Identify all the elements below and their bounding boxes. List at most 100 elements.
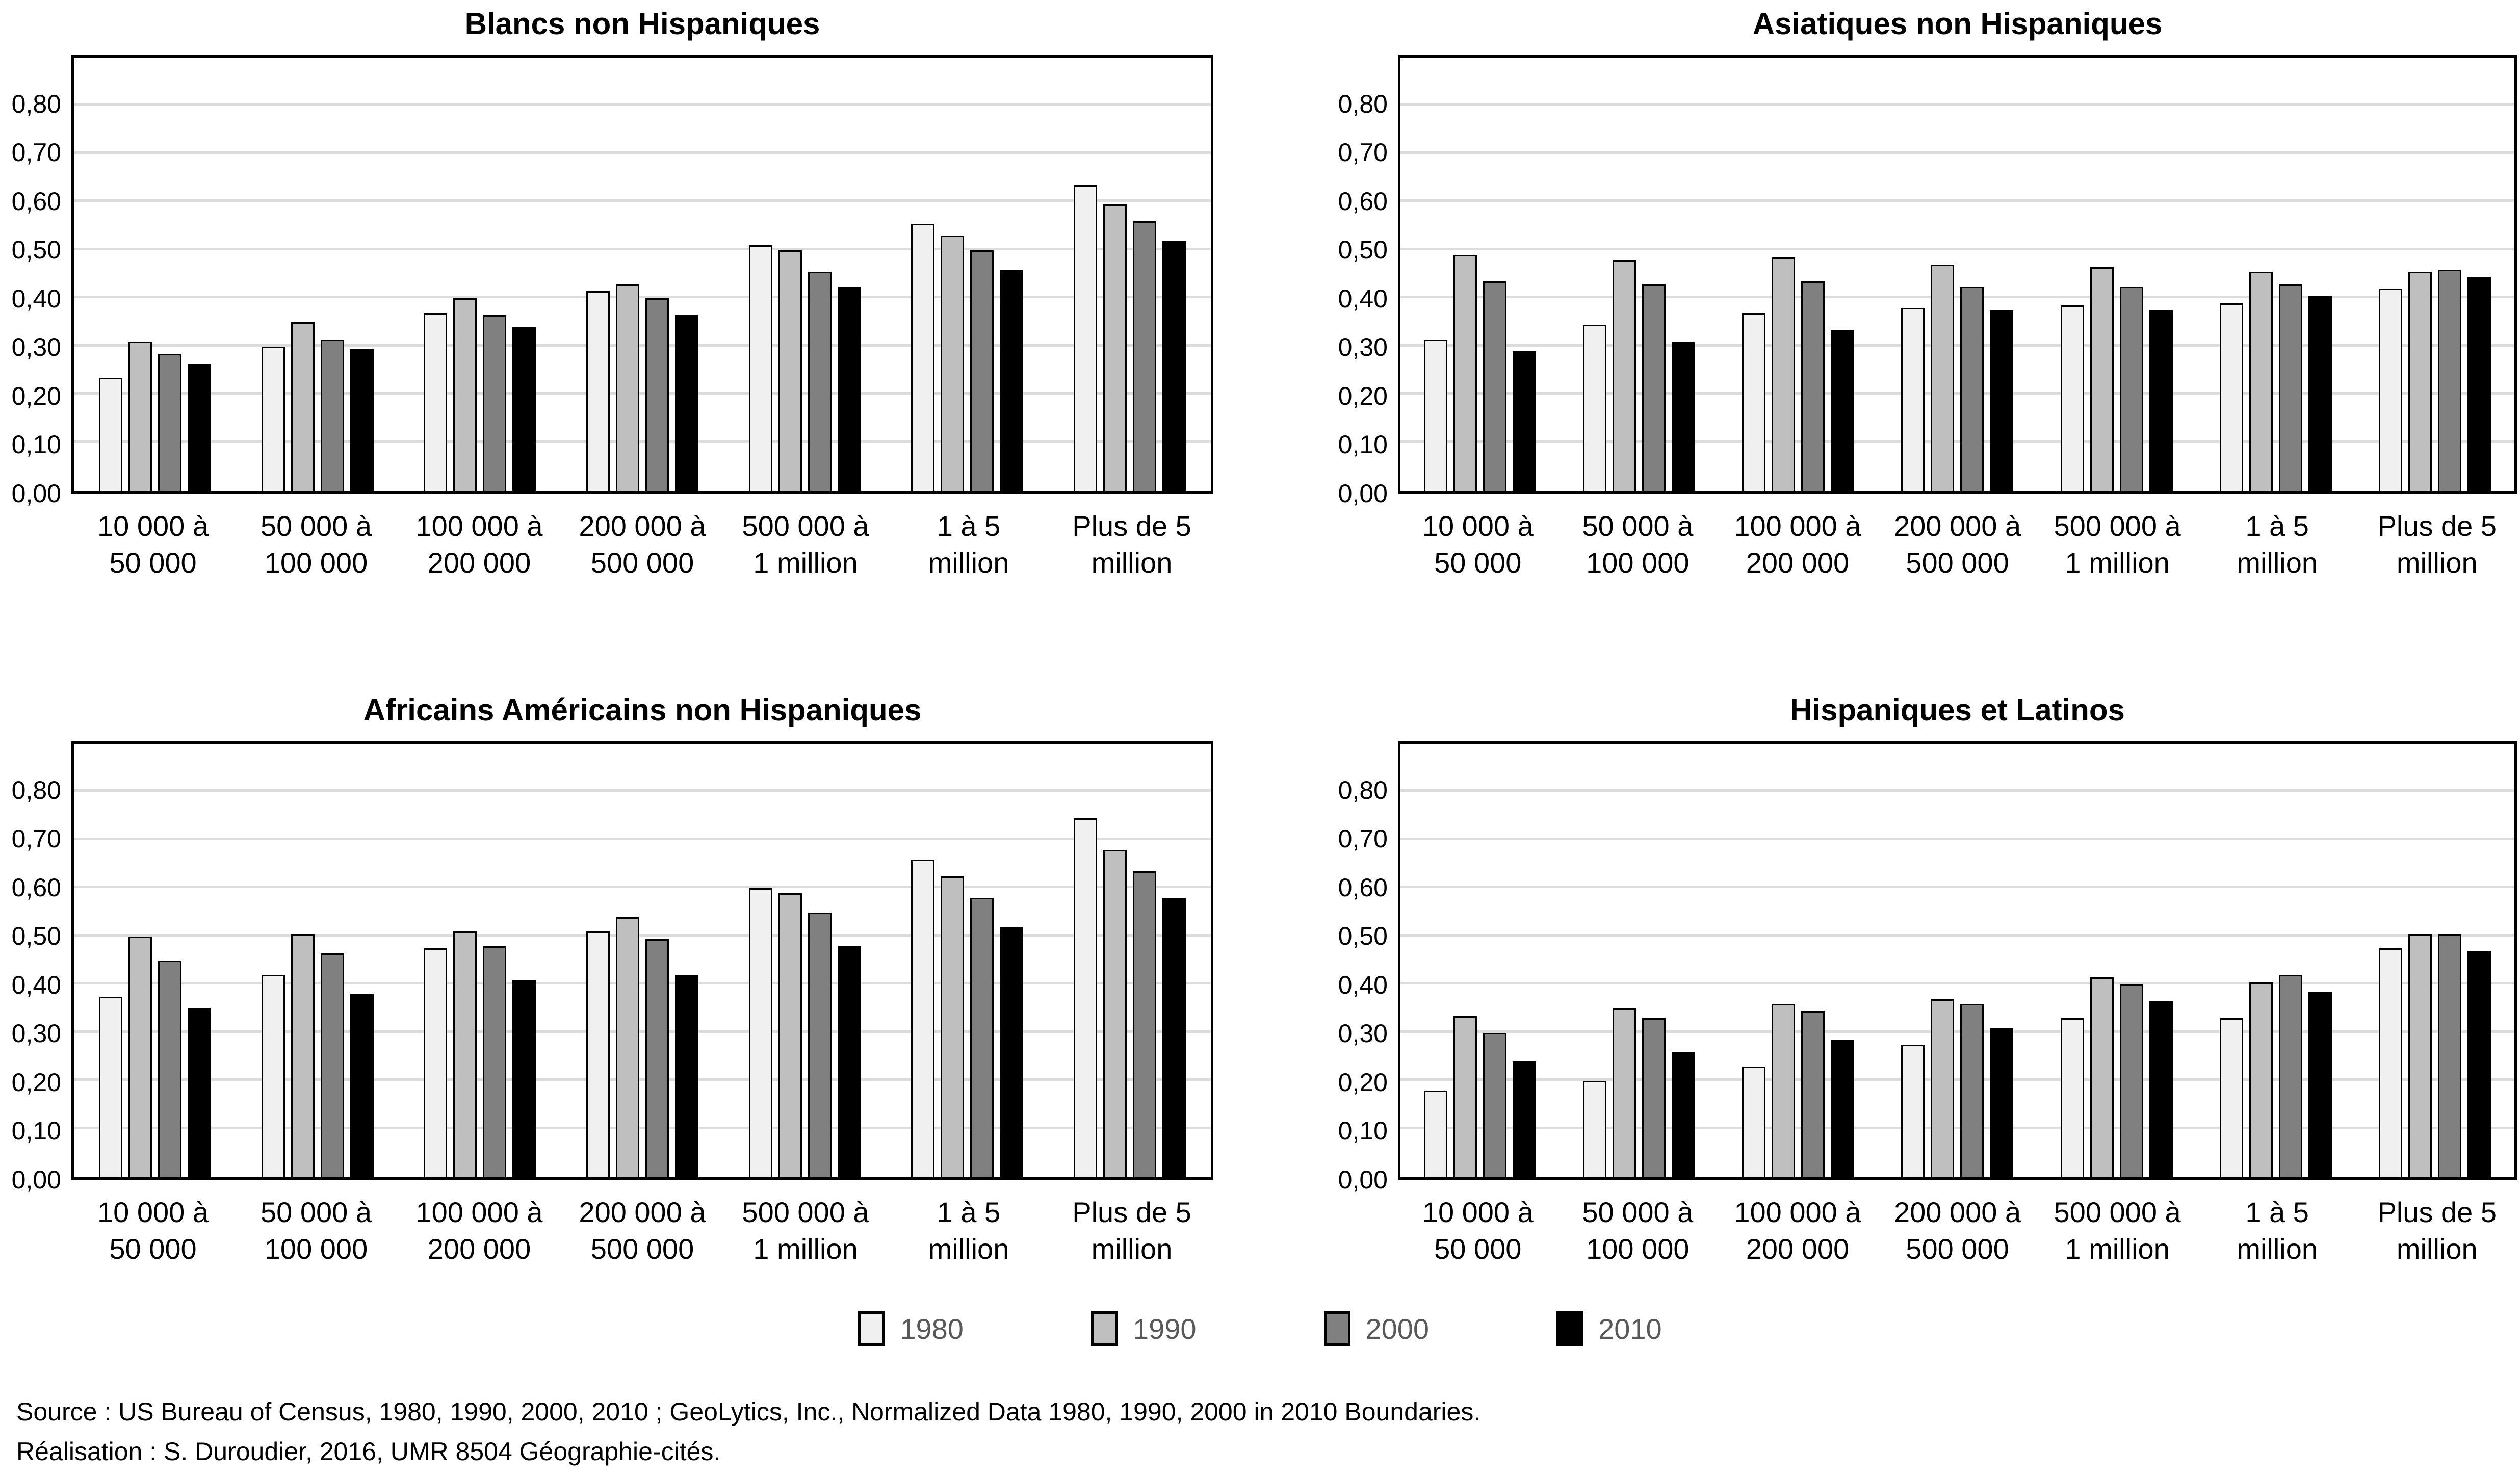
- category-label-line: 500 000 à: [2054, 510, 2181, 542]
- bar-group: [1898, 58, 2016, 491]
- gridline: [1400, 344, 2514, 347]
- bar-2000: [808, 912, 832, 1177]
- bar-1980: [424, 313, 448, 491]
- category-label-line: 50 000: [109, 547, 197, 579]
- gridline: [74, 296, 1211, 299]
- category-label-line: million: [1091, 1233, 1173, 1265]
- category-label-line: Plus de 5: [1072, 1196, 1191, 1228]
- category-label: 10 000 à 50 000: [1398, 508, 1558, 581]
- bar-2000: [645, 298, 669, 491]
- bar-2000: [808, 272, 832, 491]
- bar-group: [96, 744, 214, 1177]
- category-label: 500 000 à 1 million: [724, 1194, 887, 1267]
- category-label-line: 50 000: [109, 1233, 197, 1265]
- category-label: 10 000 à 50 000: [1398, 1194, 1558, 1267]
- plot-area: [71, 741, 1213, 1180]
- gridline: [1400, 1078, 2514, 1081]
- category-label-line: 1 million: [753, 1233, 858, 1265]
- gridline: [1400, 886, 2514, 889]
- plot-area: [1398, 55, 2517, 494]
- category-label-line: 100 000 à: [415, 1196, 543, 1228]
- gridline: [1400, 103, 2514, 106]
- source-line-2: Réalisation : S. Duroudier, 2016, UMR 85…: [16, 1437, 721, 1466]
- category-label-line: 500 000: [1906, 547, 2009, 579]
- category-label-line: 500 000 à: [742, 1196, 869, 1228]
- y-tick-label: 0,20: [11, 1068, 61, 1097]
- category-label-line: 100 000: [264, 547, 368, 579]
- y-tick-label: 0,20: [1338, 1068, 1388, 1097]
- bar-group: [1421, 744, 1539, 1177]
- y-tick-label: 0,60: [1338, 873, 1388, 902]
- bar-group: [2376, 744, 2494, 1177]
- bar-2010: [2149, 310, 2173, 491]
- gridline: [74, 440, 1211, 443]
- gridline: [74, 1030, 1211, 1033]
- bar-2010: [1831, 329, 1855, 491]
- category-label: 1 à 5 million: [887, 508, 1050, 581]
- y-tick-label: 0,50: [11, 922, 61, 951]
- y-tick-label: 0,80: [11, 89, 61, 118]
- bar-2010: [188, 1008, 212, 1177]
- y-axis: 0,00 0,10 0,20 0,30 0,40 0,50 0,60 0,70 0,80: [1327, 55, 1398, 508]
- bar-1990: [941, 236, 965, 491]
- bar-2010: [350, 349, 374, 491]
- gridline: [74, 789, 1211, 792]
- category-label-line: 100 000 à: [1734, 510, 1861, 542]
- bar-group: [258, 58, 377, 491]
- bar-2000: [2437, 934, 2461, 1177]
- panel-africains-americains: Africains Américains non Hispaniques 0,0…: [0, 692, 1213, 1267]
- category-label-line: million: [2396, 1233, 2478, 1265]
- category-label-line: 200 000: [427, 547, 531, 579]
- bar-1990: [2249, 982, 2273, 1177]
- category-label: 500 000 à 1 million: [2037, 508, 2197, 581]
- bar-2010: [188, 363, 212, 491]
- category-label-line: 1 million: [2065, 547, 2170, 579]
- category-label: Plus de 5 million: [1050, 1194, 1213, 1267]
- bar-group: [421, 58, 539, 491]
- category-label-line: 10 000 à: [1422, 510, 1534, 542]
- bar-group: [2058, 744, 2176, 1177]
- bar-1990: [778, 893, 802, 1177]
- plot-wrap: 0,00 0,10 0,20 0,30 0,40 0,50 0,60 0,70 0,80: [0, 55, 1213, 508]
- bar-1980: [2219, 1018, 2243, 1177]
- panel-title: Hispaniques et Latinos: [1790, 693, 2125, 727]
- category-label: 200 000 à 500 000: [561, 508, 724, 581]
- category-label: Plus de 5 million: [1050, 508, 1213, 581]
- bar-1980: [99, 996, 123, 1177]
- bar-1990: [1613, 260, 1636, 491]
- category-label-line: 100 000: [1586, 547, 1690, 579]
- y-tick-label: 0,20: [11, 381, 61, 410]
- bar-2010: [1831, 1040, 1855, 1177]
- gridline: [1400, 199, 2514, 202]
- bar-group: [1071, 744, 1189, 1177]
- bar-2000: [2278, 975, 2302, 1177]
- legend-swatch-1990: [1090, 1311, 1118, 1346]
- bar-1990: [941, 876, 965, 1177]
- bar-2000: [1642, 1018, 1666, 1177]
- category-label: 500 000 à 1 million: [2037, 1194, 2197, 1267]
- y-tick-label: 0,10: [11, 430, 61, 459]
- y-tick-label: 0,20: [1338, 381, 1388, 410]
- category-label-line: 10 000 à: [1422, 1196, 1534, 1228]
- bar-group: [258, 744, 377, 1177]
- category-label-line: 1 à 5: [937, 510, 1001, 542]
- bar-2000: [1801, 281, 1825, 491]
- bar-1980: [1742, 313, 1766, 491]
- gridline: [74, 1126, 1211, 1129]
- gridline: [74, 934, 1211, 937]
- bar-group: [1739, 58, 1857, 491]
- y-tick-label: 0,70: [11, 138, 61, 167]
- bar-1990: [1453, 255, 1477, 491]
- bar-group: [583, 744, 702, 1177]
- category-label-line: 100 000: [1586, 1233, 1690, 1265]
- category-label: 10 000 à 50 000: [71, 508, 235, 581]
- bar-group: [2058, 58, 2176, 491]
- bar-2000: [1960, 286, 1984, 491]
- bar-1990: [2090, 267, 2114, 491]
- bar-2000: [970, 898, 994, 1177]
- y-tick-label: 0,00: [1338, 479, 1388, 508]
- bar-1980: [1073, 818, 1097, 1177]
- gridline: [74, 982, 1211, 985]
- category-label-line: 50 000 à: [1582, 510, 1694, 542]
- category-label-line: 1 à 5: [2245, 1196, 2309, 1228]
